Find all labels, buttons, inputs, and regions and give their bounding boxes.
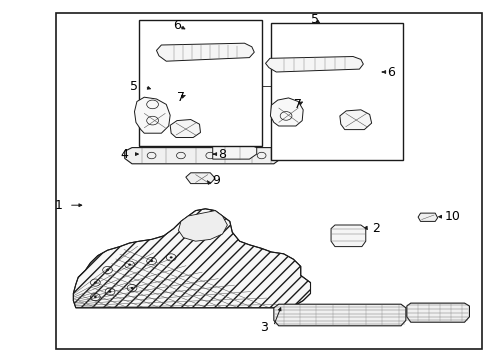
Polygon shape xyxy=(178,211,227,241)
Bar xyxy=(56,13,481,349)
Circle shape xyxy=(106,269,109,271)
Text: 6: 6 xyxy=(386,66,394,78)
Circle shape xyxy=(108,291,111,293)
Text: 8: 8 xyxy=(218,148,226,161)
Polygon shape xyxy=(156,43,254,61)
Polygon shape xyxy=(73,209,310,308)
Text: 7: 7 xyxy=(294,98,302,111)
Text: 6: 6 xyxy=(173,19,181,32)
Text: 5: 5 xyxy=(130,80,138,93)
Text: 1: 1 xyxy=(55,199,62,212)
Polygon shape xyxy=(185,173,215,184)
Text: 7: 7 xyxy=(177,91,184,104)
Text: 5: 5 xyxy=(310,13,318,26)
Bar xyxy=(139,20,261,146)
Circle shape xyxy=(94,282,97,284)
Circle shape xyxy=(130,287,133,289)
Polygon shape xyxy=(273,304,405,326)
Text: 3: 3 xyxy=(260,321,267,334)
Text: 4: 4 xyxy=(120,148,128,161)
Polygon shape xyxy=(270,98,303,126)
Circle shape xyxy=(94,296,97,298)
Text: 9: 9 xyxy=(212,174,220,187)
Circle shape xyxy=(128,264,131,266)
Polygon shape xyxy=(265,57,363,72)
Bar xyxy=(271,23,403,160)
Polygon shape xyxy=(330,225,365,247)
Polygon shape xyxy=(170,120,200,138)
Text: 10: 10 xyxy=(444,210,460,223)
Text: 2: 2 xyxy=(371,222,379,235)
Polygon shape xyxy=(134,97,170,133)
Polygon shape xyxy=(212,145,256,159)
Polygon shape xyxy=(417,213,437,221)
Circle shape xyxy=(150,260,153,262)
Circle shape xyxy=(169,256,172,258)
Polygon shape xyxy=(339,110,371,130)
Polygon shape xyxy=(124,148,281,164)
Polygon shape xyxy=(406,303,468,322)
